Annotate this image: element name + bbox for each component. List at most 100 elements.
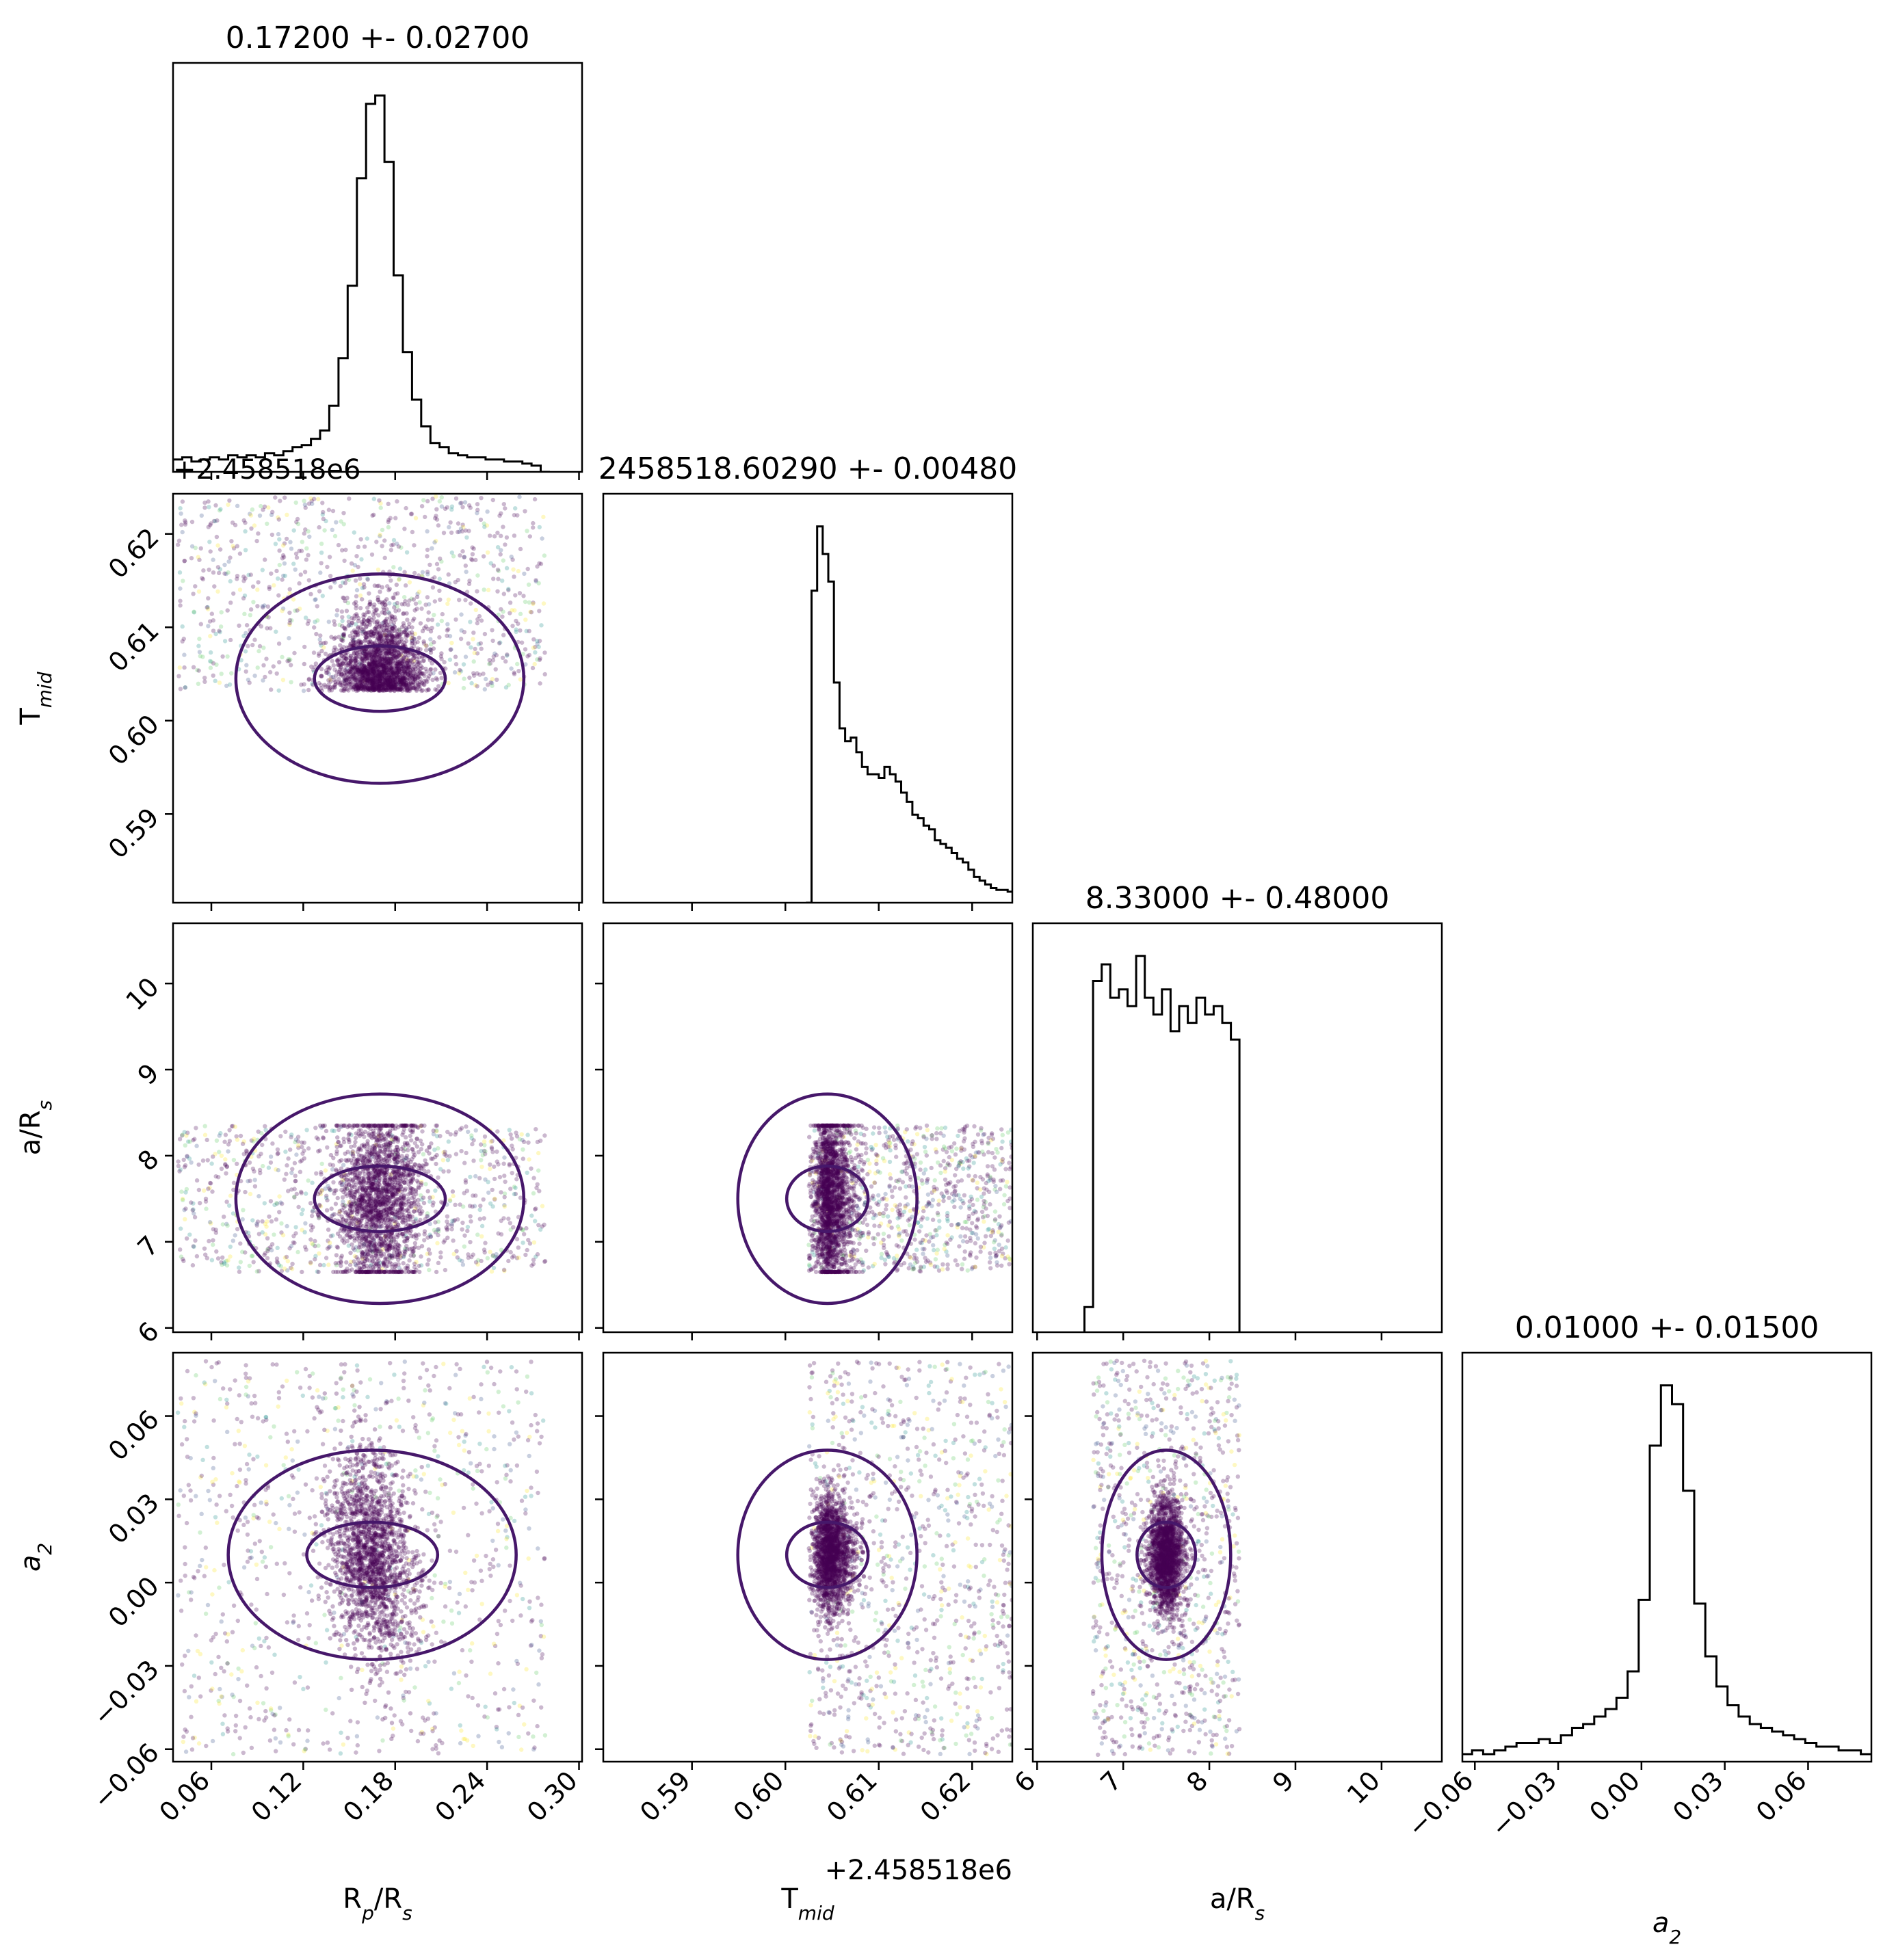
sample-point xyxy=(369,677,374,682)
sample-point xyxy=(192,609,196,614)
sample-point xyxy=(349,623,354,628)
sample-point xyxy=(362,667,367,672)
sample-point xyxy=(370,1249,376,1254)
sample-point xyxy=(246,572,251,577)
sample-point xyxy=(343,683,349,688)
sample-point xyxy=(360,627,365,632)
sample-point xyxy=(369,678,375,683)
sample-point xyxy=(219,672,224,676)
sample-point xyxy=(402,1157,407,1162)
sample-point xyxy=(194,1178,200,1183)
sample-point xyxy=(342,687,347,691)
sample-point xyxy=(319,551,324,555)
sample-point xyxy=(242,611,247,616)
sample-point xyxy=(373,658,378,663)
sample-point xyxy=(433,1154,438,1160)
sample-point xyxy=(419,1211,424,1216)
sample-point xyxy=(364,677,369,682)
sample-point xyxy=(369,664,374,669)
sample-point xyxy=(462,676,466,681)
sample-point xyxy=(349,561,354,566)
sample-point xyxy=(389,648,395,653)
sample-point xyxy=(439,651,444,656)
sample-point xyxy=(406,682,412,687)
sample-point xyxy=(340,633,345,637)
sample-point xyxy=(367,673,371,678)
sample-point xyxy=(380,676,384,680)
sample-point xyxy=(365,672,370,677)
sample-point xyxy=(343,626,347,631)
sample-point xyxy=(522,571,527,577)
sample-point xyxy=(386,651,391,656)
sample-point xyxy=(378,634,382,639)
sample-point xyxy=(389,1239,394,1243)
sample-point xyxy=(304,1247,308,1252)
sample-point xyxy=(347,1131,352,1136)
sample-point xyxy=(409,596,414,601)
sample-point xyxy=(458,501,463,506)
sample-point xyxy=(348,670,353,674)
sample-point xyxy=(363,684,368,689)
sample-point xyxy=(434,1269,439,1275)
sample-point xyxy=(425,547,430,553)
sample-point xyxy=(372,670,377,675)
sample-point xyxy=(208,665,213,670)
sample-point xyxy=(349,659,354,664)
sample-point xyxy=(475,684,479,689)
sample-point xyxy=(393,1221,397,1226)
sample-point xyxy=(475,671,479,676)
sample-point xyxy=(200,1158,206,1163)
sample-point xyxy=(366,639,371,644)
sample-point xyxy=(352,642,356,648)
sample-point xyxy=(390,614,395,620)
sample-point xyxy=(384,687,389,692)
sample-point xyxy=(183,1143,187,1148)
sample-point xyxy=(432,640,436,645)
sample-point xyxy=(392,624,397,629)
sample-point xyxy=(415,646,421,651)
sample-point xyxy=(506,1258,511,1264)
sample-point xyxy=(489,680,495,686)
sample-point xyxy=(373,1178,378,1183)
sample-point xyxy=(239,658,243,663)
sample-point xyxy=(313,665,317,670)
sample-point xyxy=(446,597,451,602)
sample-point xyxy=(386,680,391,685)
sample-point xyxy=(441,1150,446,1155)
sample-point xyxy=(368,1186,373,1191)
sample-point xyxy=(328,585,333,590)
sample-point xyxy=(399,666,404,671)
sample-point xyxy=(518,546,523,552)
sample-point xyxy=(282,1177,287,1182)
sample-point xyxy=(391,670,396,675)
sample-point xyxy=(352,530,356,535)
sample-point xyxy=(390,626,395,631)
sample-point xyxy=(324,668,329,673)
sample-point xyxy=(260,1230,265,1235)
sample-point xyxy=(400,680,405,685)
sample-point xyxy=(391,542,396,547)
sample-point xyxy=(395,670,399,675)
sample-point xyxy=(354,613,359,618)
sample-point xyxy=(383,1241,388,1245)
sample-point xyxy=(393,592,398,596)
sample-point xyxy=(371,631,376,636)
sample-point xyxy=(289,618,294,623)
sample-point xyxy=(340,1182,345,1187)
sample-point xyxy=(260,1142,265,1148)
sample-point xyxy=(189,519,195,525)
sample-point xyxy=(419,1197,424,1202)
sample-point xyxy=(396,652,401,658)
sample-point xyxy=(389,685,393,689)
sample-point xyxy=(367,680,373,685)
sample-point xyxy=(395,600,399,606)
sample-point xyxy=(471,1252,475,1257)
sample-point xyxy=(354,661,358,665)
sample-point xyxy=(293,551,299,556)
sample-point xyxy=(327,688,332,693)
sample-point xyxy=(362,667,367,673)
sample-point xyxy=(336,657,341,662)
sample-point xyxy=(336,542,341,548)
sample-point xyxy=(270,1141,275,1146)
sample-point xyxy=(397,639,401,644)
